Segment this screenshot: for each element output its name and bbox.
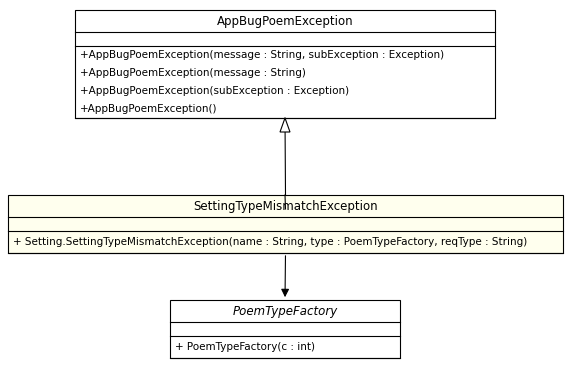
Text: + PoemTypeFactory(c : int): + PoemTypeFactory(c : int)	[175, 342, 315, 352]
Bar	[170, 300, 400, 358]
Text: SettingTypeMismatchException: SettingTypeMismatchException	[193, 200, 378, 212]
Text: + Setting.SettingTypeMismatchException(name : String, type : PoemTypeFactory, re: + Setting.SettingTypeMismatchException(n…	[13, 237, 527, 247]
Text: +AppBugPoemException(message : String, subException : Exception): +AppBugPoemException(message : String, s…	[80, 50, 444, 60]
Text: +AppBugPoemException(): +AppBugPoemException()	[80, 104, 218, 114]
Polygon shape	[280, 118, 290, 132]
Text: +AppBugPoemException(message : String): +AppBugPoemException(message : String)	[80, 68, 306, 78]
Text: PoemTypeFactory: PoemTypeFactory	[233, 305, 337, 317]
Bar	[8, 195, 563, 253]
Text: +AppBugPoemException(subException : Exception): +AppBugPoemException(subException : Exce…	[80, 86, 349, 96]
Bar	[75, 10, 495, 118]
Text: AppBugPoemException: AppBugPoemException	[217, 14, 354, 28]
